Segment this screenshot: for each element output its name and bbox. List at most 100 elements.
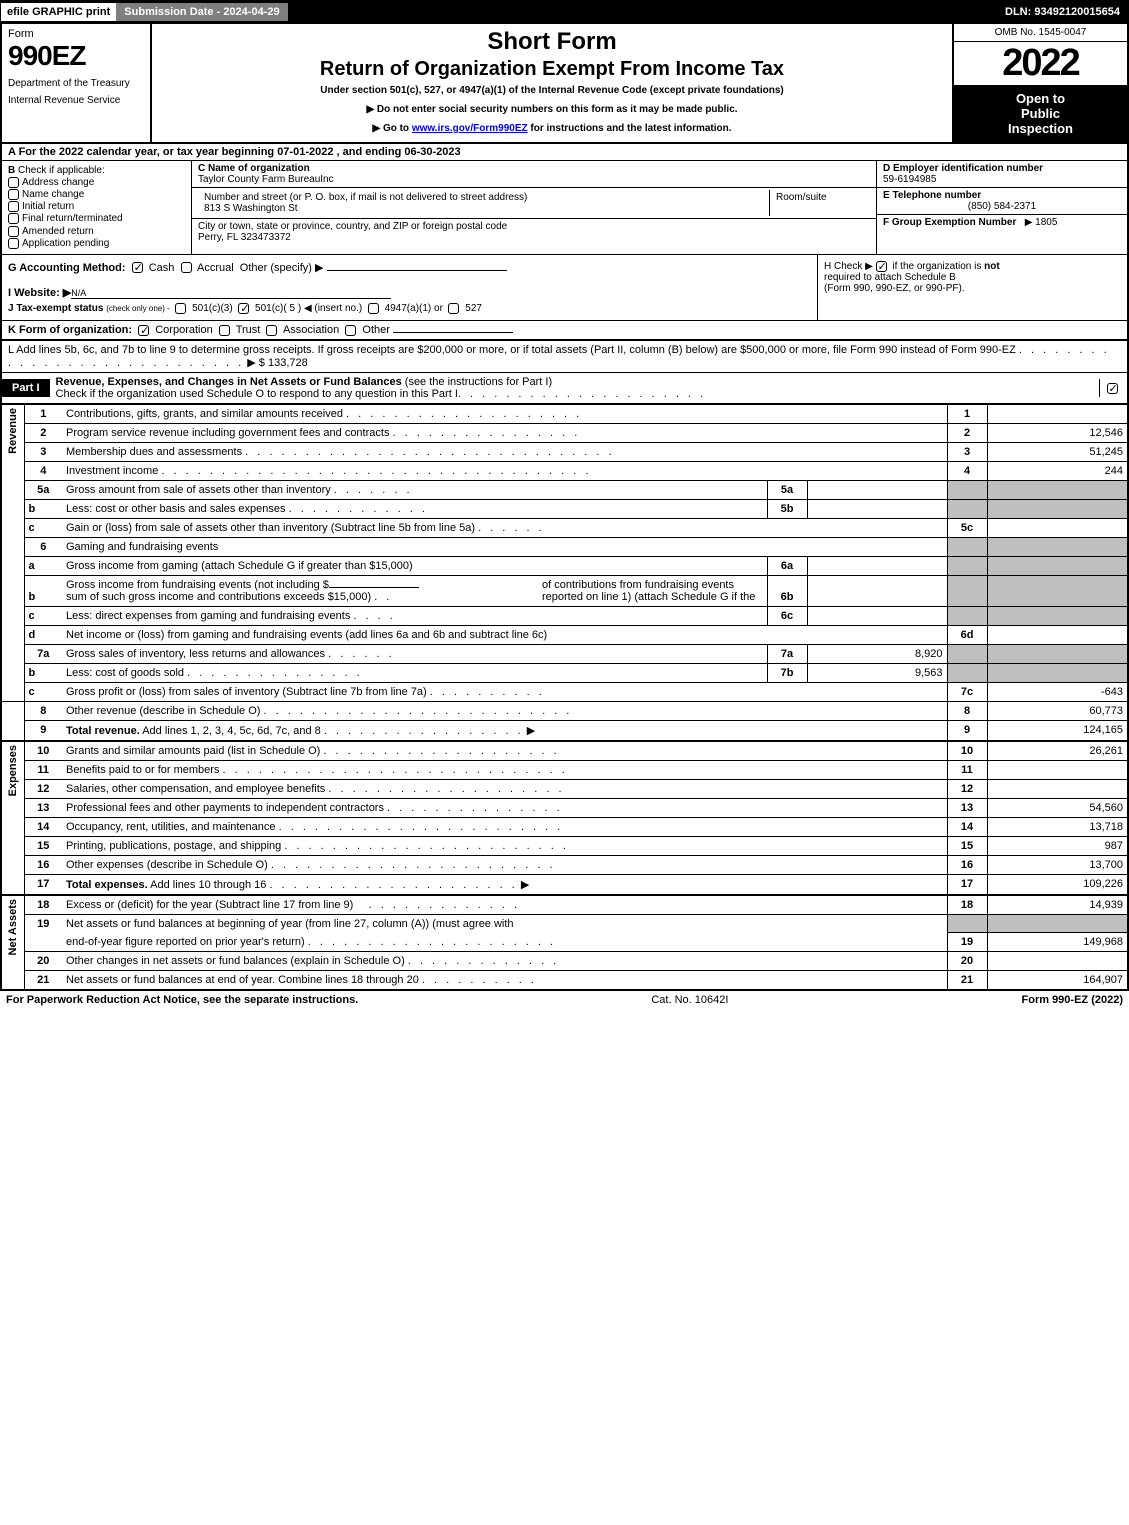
line-8: 8 Other revenue (describe in Schedule O)… [2,701,1127,720]
phone-val: (850) 584-2371 [883,201,1121,212]
f-group: F Group Exemption Number ▶ 1805 [877,215,1127,230]
short-form: Short Form [160,28,944,56]
open3: Inspection [1008,121,1073,136]
line-5a: 5a Gross amount from sale of assets othe… [2,480,1127,499]
line-12: 12 Salaries, other compensation, and emp… [2,779,1127,798]
h-txt3: required to attach Schedule B [824,272,956,283]
expenses-sidebar: Expenses [2,741,24,895]
e-lbl: E Telephone number [883,190,981,201]
part-i-title: Revenue, Expenses, and Changes in Net As… [50,373,1099,403]
line-19b: end-of-year figure reported on prior yea… [2,933,1127,952]
line-16: 16 Other expenses (describe in Schedule … [2,855,1127,874]
footer: For Paperwork Reduction Act Notice, see … [0,991,1129,1009]
h-scheduleb: H Check ▶ if the organization is not req… [817,255,1127,320]
line-7a: 7a Gross sales of inventory, less return… [2,644,1127,663]
l-txt: L Add lines 5b, 6c, and 7b to line 9 to … [8,344,1016,356]
goto-line: ▶ Go to www.irs.gov/Form990EZ for instru… [160,123,944,134]
accrual-check[interactable] [181,262,192,273]
h-txt4: (Form 990, 990-EZ, or 990-PF). [824,283,965,294]
line-4: 4 Investment income . . . . . . . . . . … [2,461,1127,480]
final-return[interactable]: Final return/terminated [8,213,185,224]
col-def: D Employer identification number59-61949… [877,161,1127,254]
accrual-lbl: Accrual [197,262,234,274]
dept: Department of the Treasury [8,78,144,89]
c-city-lbl: City or town, state or province, country… [198,221,507,232]
return-title: Return of Organization Exempt From Incom… [160,58,944,81]
line-11: 11 Benefits paid to or for members . . .… [2,760,1127,779]
f-lbl: F Group Exemption Number [883,217,1016,228]
addr-change[interactable]: Address change [8,177,185,188]
row-l: L Add lines 5b, 6c, and 7b to line 9 to … [2,341,1127,373]
line-5b: b Less: cost or other basis and sales ex… [2,499,1127,518]
footer-right: Form 990-EZ (2022) [1022,994,1124,1006]
revenue-sidebar: Revenue [2,404,24,701]
j-note: (check only one) - [106,304,170,313]
line-6d: d Net income or (loss) from gaming and f… [2,625,1127,644]
trust-check[interactable] [219,325,230,336]
c-name-block: C Name of organization Taylor County Far… [192,161,876,188]
irs: Internal Revenue Service [8,95,144,106]
j-lbl: J Tax-exempt status [8,303,103,314]
d-ein: D Employer identification number59-61949… [877,161,1127,188]
org-city: Perry, FL 323473372 [198,232,291,243]
col-c: C Name of organization Taylor County Far… [192,161,877,254]
row-k: K Form of organization: Corporation Trus… [2,321,1127,341]
b-hdr: B [8,165,15,176]
a-text: A For the 2022 calendar year, or tax yea… [8,146,461,158]
line-2: 2 Program service revenue including gove… [2,423,1127,442]
other-check[interactable] [345,325,356,336]
part-i-check[interactable] [1099,379,1127,397]
efile-label[interactable]: efile GRAPHIC print [1,3,116,21]
line-10: Expenses 10 Grants and similar amounts p… [2,741,1127,761]
527-check[interactable] [448,303,459,314]
line-6c: c Less: direct expenses from gaming and … [2,606,1127,625]
part-i-label: Part I [2,379,50,397]
form-container: Form 990EZ Department of the Treasury In… [0,24,1129,991]
open1: Open to [1016,91,1065,106]
c-city-block: City or town, state or province, country… [192,219,876,245]
line-17: 17 Total expenses. Add lines 10 through … [2,874,1127,895]
line-3: 3 Membership dues and assessments . . . … [2,442,1127,461]
website-val: N/A [71,288,391,299]
footer-left: For Paperwork Reduction Act Notice, see … [6,994,358,1006]
netassets-sidebar: Net Assets [2,895,24,990]
cash-check[interactable] [132,262,143,273]
assoc-check[interactable] [266,325,277,336]
g-lbl: G Accounting Method: [8,262,126,274]
h-txt1: H Check ▶ [824,261,873,272]
line-21: 21 Net assets or fund balances at end of… [2,971,1127,990]
line-18: Net Assets 18 Excess or (deficit) for th… [2,895,1127,915]
col-b: B Check if applicable: Address change Na… [2,161,192,254]
b-lbl: Check if applicable: [18,165,105,176]
h-check[interactable] [876,261,887,272]
line-19a: 19 Net assets or fund balances at beginn… [2,914,1127,933]
line-6a: a Gross income from gaming (attach Sched… [2,556,1127,575]
d-lbl: D Employer identification number [883,163,1043,174]
org-name: Taylor County Farm BureauInc [198,174,334,185]
footer-cat: Cat. No. 10642I [358,994,1021,1006]
501c3-check[interactable] [175,303,186,314]
4947-check[interactable] [368,303,379,314]
line-5c: c Gain or (loss) from sale of assets oth… [2,518,1127,537]
line-13: 13 Professional fees and other payments … [2,798,1127,817]
k-lbl: K Form of organization: [8,324,132,336]
amended-return[interactable]: Amended return [8,226,185,237]
room-suite: Room/suite [770,190,870,216]
irs-link[interactable]: www.irs.gov/Form990EZ [412,123,528,134]
501c-check[interactable] [238,303,249,314]
name-change[interactable]: Name change [8,189,185,200]
row-gh: G Accounting Method: Cash Accrual Other … [2,255,1127,321]
header-left: Form 990EZ Department of the Treasury In… [2,24,152,142]
corp-check[interactable] [138,325,149,336]
no-ssn: ▶ Do not enter social security numbers o… [160,104,944,115]
c-addr-lbl: Number and street (or P. O. box, if mail… [204,192,527,203]
revenue-table: Revenue 1 Contributions, gifts, grants, … [2,404,1127,990]
app-pending[interactable]: Application pending [8,238,185,249]
header-right: OMB No. 1545-0047 2022 Open to Public In… [952,24,1127,142]
i-lbl: I Website: ▶ [8,287,71,299]
part-i-header: Part I Revenue, Expenses, and Changes in… [2,373,1127,404]
line-7b: b Less: cost of goods sold . . . . . . .… [2,663,1127,682]
row-a: A For the 2022 calendar year, or tax yea… [2,144,1127,161]
submission-date: Submission Date - 2024-04-29 [116,3,287,21]
initial-return[interactable]: Initial return [8,201,185,212]
